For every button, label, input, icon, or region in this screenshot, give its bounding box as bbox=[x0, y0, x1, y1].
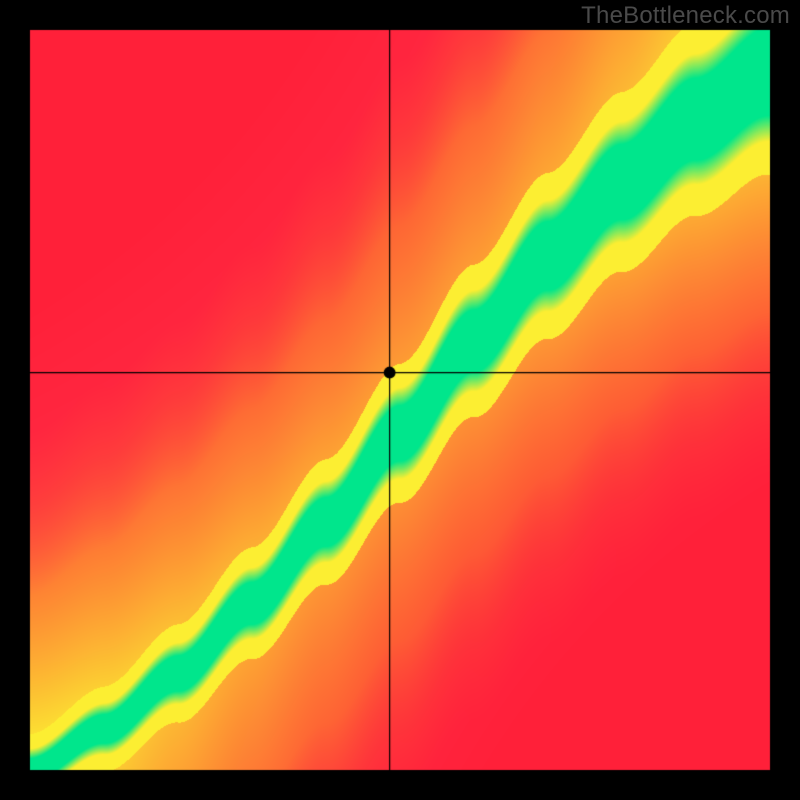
watermark-text: TheBottleneck.com bbox=[581, 2, 790, 30]
heatmap-canvas bbox=[0, 0, 800, 800]
bottleneck-chart: TheBottleneck.com bbox=[0, 0, 800, 800]
